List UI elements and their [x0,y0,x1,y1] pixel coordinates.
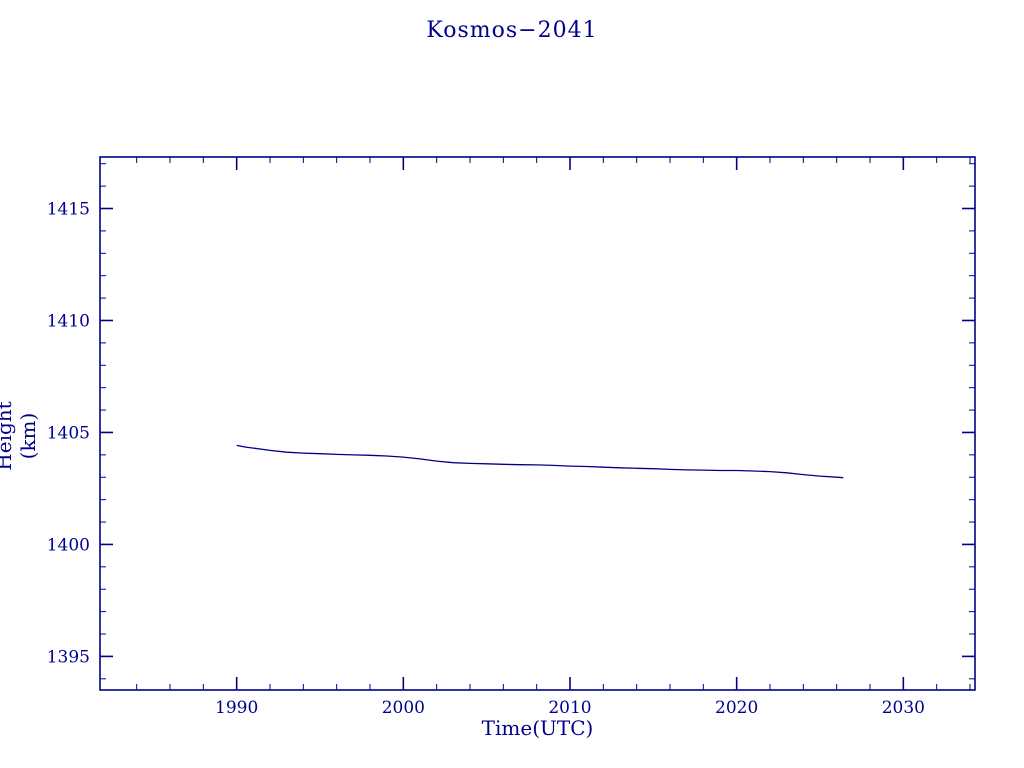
chart-title: Kosmos−2041 [426,18,598,43]
tick-label: 2010 [548,698,591,718]
tick-label: 1415 [47,200,90,220]
tick-label: 2020 [715,698,758,718]
x-axis-label: Time(UTC) [481,716,594,740]
tick-label: 1405 [47,423,90,443]
tick-label: 1400 [47,535,90,555]
tick-label: 2000 [382,698,425,718]
tick-label: 2030 [882,698,925,718]
tick-label: 1990 [215,698,258,718]
plot-frame [99,156,976,691]
data-line [236,444,844,479]
tick-label: 1410 [47,311,90,331]
tick-label: 1395 [47,647,90,667]
